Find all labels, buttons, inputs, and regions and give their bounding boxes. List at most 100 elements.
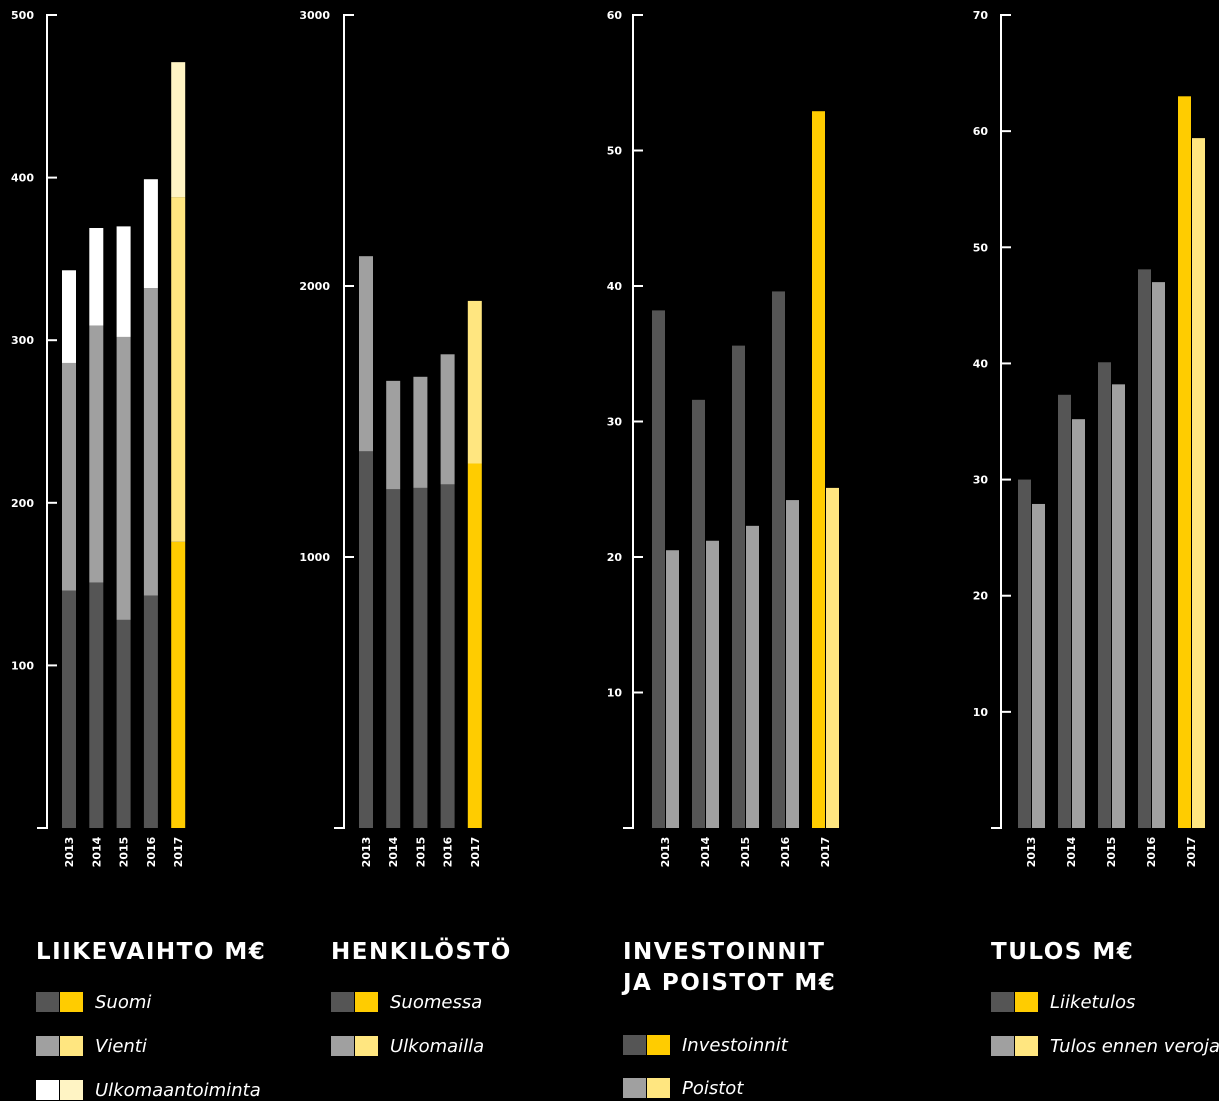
bar-2015-ulkomaantoiminta <box>116 226 131 337</box>
bar-2017-investoinnit <box>812 111 825 828</box>
bar-2014-suomi <box>89 582 104 828</box>
legend-item: Suomi <box>36 991 151 1013</box>
bar-2016-ulkomailla <box>440 354 455 485</box>
legend-swatch-gray <box>991 1036 1014 1056</box>
x-tick-label: 2016 <box>145 836 158 867</box>
y-tick-label: 50 <box>973 241 989 254</box>
bar-2014-suomessa <box>386 489 401 828</box>
y-tick-label: 500 <box>11 9 34 22</box>
bar-2016-suomi <box>143 595 158 828</box>
bar-2014-liiketulos <box>1058 394 1071 828</box>
bar-2016-liiketulos <box>1138 269 1151 828</box>
legend-swatch-yellow <box>355 1036 378 1056</box>
legend-swatch-yellow <box>60 992 83 1012</box>
legend-swatch-yellow <box>60 1080 83 1100</box>
bar-2017-vienti <box>171 197 186 542</box>
y-tick-label: 40 <box>973 357 989 370</box>
legend-item: Liiketulos <box>991 991 1135 1013</box>
bar-2015-suomessa <box>413 487 428 828</box>
legend-swatch-yellow <box>1015 1036 1038 1056</box>
bar-2017-ulkomaantoiminta <box>171 62 186 198</box>
y-tick-label: 400 <box>11 172 34 185</box>
x-tick-label: 2014 <box>1065 836 1078 867</box>
y-tick-label: 50 <box>607 145 623 158</box>
bar-2016-poistot <box>786 500 799 828</box>
bar-2013-suomi <box>62 590 76 828</box>
y-tick-label: 40 <box>607 280 623 293</box>
legend-swatch-gray <box>36 1036 59 1056</box>
x-tick-label: 2017 <box>819 837 832 868</box>
chart-title: INVESTOINNIT JA POISTOT M€ <box>623 939 837 996</box>
bar-2016-suomessa <box>440 484 455 828</box>
bar-2016-ulkomaantoiminta <box>143 179 158 289</box>
legend-swatch-gray <box>623 1078 646 1098</box>
bar-2015-liiketulos <box>1098 362 1111 828</box>
y-tick-label: 200 <box>11 497 34 510</box>
legend-swatch-yellow <box>647 1078 670 1098</box>
legend-label: Suomi <box>95 991 152 1013</box>
legend-item: Tulos ennen veroja <box>991 1035 1219 1057</box>
bar-2014-poistot <box>706 540 719 828</box>
x-tick-label: 2013 <box>360 837 373 868</box>
legend-label: Liiketulos <box>1050 991 1136 1013</box>
bar-2013-liiketulos <box>1018 479 1031 828</box>
bar-2015-vienti <box>116 336 131 620</box>
legend-swatch-gray <box>991 992 1014 1012</box>
bar-2014-tulos-ennen-veroja <box>1072 419 1085 828</box>
bar-2016-vienti <box>143 288 158 596</box>
bar-2014-ulkomailla <box>386 380 401 490</box>
bar-2016-tulos-ennen-veroja <box>1152 282 1165 829</box>
x-tick-label: 2017 <box>1185 837 1198 868</box>
chart-1: 100 200 300 400 500 2013 2014 2015 2016 2017 <box>11 9 186 868</box>
legend-item: Poistot <box>623 1077 743 1099</box>
chart-title: HENKILÖSTÖ <box>331 939 512 965</box>
legend-swatch-gray <box>331 992 354 1012</box>
legend-label: Poistot <box>682 1077 744 1099</box>
y-tick-label: 100 <box>11 659 34 672</box>
bar-2013-investoinnit <box>652 310 665 828</box>
bar-2017-suomessa <box>467 463 482 828</box>
x-tick-label: 2016 <box>1145 836 1158 867</box>
chart-4: 10 20 30 40 50 60 70 2013 2014 2015 2016 2017 <box>973 9 1205 867</box>
bar-2013-ulkomailla <box>359 256 373 452</box>
y-tick-label: 30 <box>607 416 623 429</box>
x-tick-label: 2013 <box>63 837 76 868</box>
x-tick-label: 2017 <box>469 837 482 868</box>
bar-2015-poistot <box>746 525 759 828</box>
y-tick-label: 1000 <box>299 551 330 564</box>
x-tick-label: 2017 <box>172 837 185 868</box>
y-tick-label: 3000 <box>299 9 330 22</box>
legend-label: Vienti <box>95 1035 147 1057</box>
legend-item: Investoinnit <box>623 1034 788 1056</box>
bar-2014-ulkomaantoiminta <box>89 228 104 326</box>
y-tick-label: 60 <box>973 125 989 138</box>
legend-label: Suomessa <box>390 991 483 1013</box>
bar-2017-tulos-ennen-veroja <box>1192 138 1205 828</box>
y-tick-label: 20 <box>973 590 989 603</box>
y-tick-label: 20 <box>607 551 623 564</box>
legend-label: Investoinnit <box>682 1034 788 1056</box>
bar-2015-investoinnit <box>732 345 745 828</box>
bar-2017-ulkomailla <box>467 300 482 464</box>
y-tick-label: 30 <box>973 474 989 487</box>
legend-swatch-yellow <box>355 992 378 1012</box>
x-tick-label: 2016 <box>442 836 455 867</box>
y-tick-label: 10 <box>973 706 989 719</box>
bar-2014-vienti <box>89 325 104 583</box>
x-tick-label: 2016 <box>779 836 792 867</box>
x-tick-label: 2013 <box>1025 837 1038 868</box>
bar-2014-investoinnit <box>692 399 705 828</box>
legend-swatch-gray <box>331 1036 354 1056</box>
x-tick-label: 2014 <box>387 836 400 867</box>
legend-swatch-gray <box>36 992 59 1012</box>
legend-swatch-gray <box>36 1080 59 1100</box>
chart-title: TULOS M€ <box>991 939 1135 965</box>
y-tick-label: 10 <box>607 687 623 700</box>
bar-2013-tulos-ennen-veroja <box>1032 503 1045 828</box>
x-tick-label: 2014 <box>90 836 103 867</box>
x-tick-label: 2014 <box>699 836 712 867</box>
x-tick-label: 2013 <box>659 837 672 868</box>
bar-2013-poistot <box>666 550 679 828</box>
legend-swatch-yellow <box>60 1036 83 1056</box>
